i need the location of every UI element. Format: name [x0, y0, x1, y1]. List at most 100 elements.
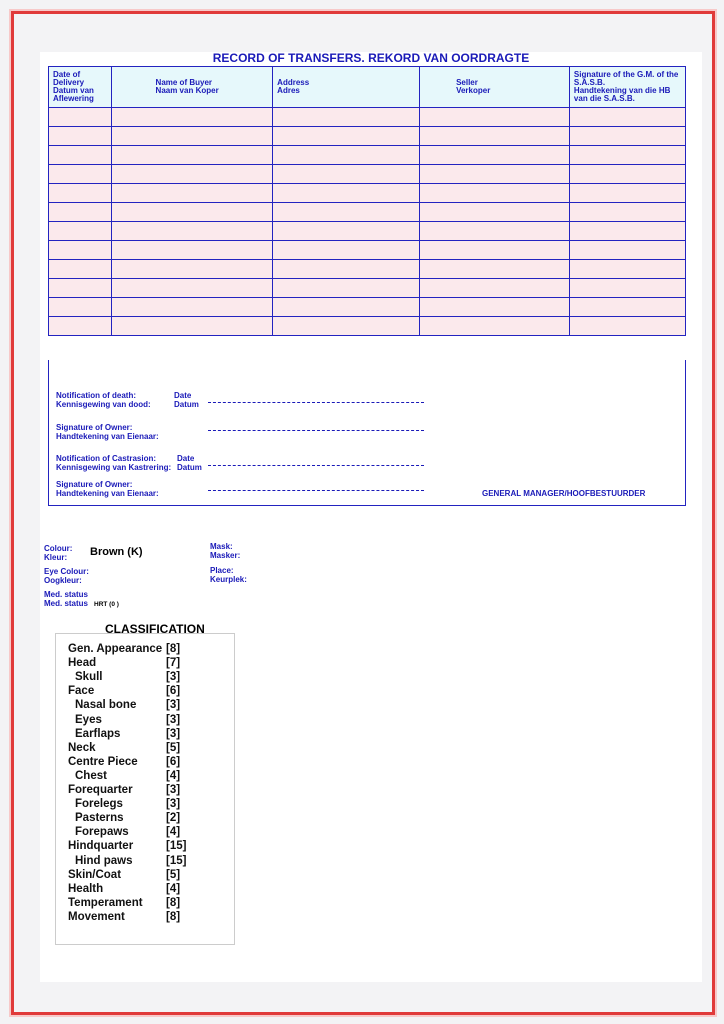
table-cell[interactable]: [48, 183, 112, 203]
table-cell[interactable]: [110, 316, 274, 336]
classification-score: [15]: [166, 840, 187, 853]
table-cell[interactable]: [419, 107, 570, 127]
table-cell[interactable]: [48, 297, 112, 317]
table-cell[interactable]: [568, 259, 687, 279]
classification-score: [5]: [166, 868, 181, 881]
table-cell[interactable]: [419, 183, 570, 203]
table-cell[interactable]: [272, 297, 421, 317]
table-cell[interactable]: [568, 221, 687, 241]
eye-colour-label: Eye Colour: Oogkleur:: [44, 567, 89, 585]
table-cell[interactable]: [272, 202, 421, 222]
owner-signature-field-1[interactable]: [208, 430, 424, 431]
table-cell[interactable]: [48, 107, 112, 127]
table-cell[interactable]: [48, 202, 112, 222]
table-cell[interactable]: [48, 164, 112, 184]
table-cell[interactable]: [110, 240, 274, 260]
table-cell[interactable]: [568, 240, 687, 260]
classification-score: [8]: [166, 643, 181, 655]
castration-date-field[interactable]: [208, 465, 424, 466]
table-cell[interactable]: [272, 145, 421, 165]
classification-score: [5]: [166, 741, 181, 754]
classification-score: [4]: [166, 826, 181, 839]
table-cell[interactable]: [419, 259, 570, 279]
classification-item: Face: [68, 685, 95, 698]
page-title: RECORD OF TRANSFERS. REKORD VAN OORDRAGT…: [212, 51, 530, 65]
classification-item: Forepaws: [75, 826, 129, 839]
classification-title: CLASSIFICATION: [105, 622, 205, 636]
table-cell[interactable]: [48, 145, 112, 165]
classification-score: [3]: [166, 798, 181, 811]
table-cell[interactable]: [568, 202, 687, 222]
table-row: [48, 183, 687, 203]
med-status-label: Med. status Med. status: [44, 590, 89, 608]
table-cell[interactable]: [48, 259, 112, 279]
table-cell[interactable]: [568, 126, 687, 146]
table-cell[interactable]: [419, 145, 570, 165]
table-cell[interactable]: [110, 202, 274, 222]
table-cell[interactable]: [419, 316, 570, 336]
table-cell[interactable]: [419, 240, 570, 260]
classification-score: [7]: [166, 657, 181, 670]
table-cell[interactable]: [110, 259, 274, 279]
table-cell[interactable]: [568, 316, 687, 336]
table-row: [48, 316, 687, 336]
table-cell[interactable]: [272, 240, 421, 260]
table-cell[interactable]: [419, 221, 570, 241]
table-cell[interactable]: [272, 107, 421, 127]
classification-score: [3]: [166, 671, 181, 684]
table-cell[interactable]: [272, 259, 421, 279]
table-cell[interactable]: [110, 183, 274, 203]
table-cell[interactable]: [419, 164, 570, 184]
table-cell[interactable]: [568, 145, 687, 165]
table-cell[interactable]: [48, 126, 112, 146]
castration-date-label: Date Datum: [177, 454, 202, 472]
table-cell[interactable]: [419, 126, 570, 146]
general-manager-label: GENERAL MANAGER/HOOFBESTUURDER: [482, 489, 646, 498]
table-cell[interactable]: [110, 107, 274, 127]
table-cell[interactable]: [48, 240, 112, 260]
table-cell[interactable]: [48, 278, 112, 298]
table-cell[interactable]: [568, 278, 687, 298]
table-cell[interactable]: [568, 297, 687, 317]
table-cell[interactable]: [272, 278, 421, 298]
classification-item: Temperament: [68, 896, 143, 909]
table-cell[interactable]: [272, 164, 421, 184]
owner-signature-field-2[interactable]: [208, 490, 424, 491]
transfers-table: Date of Delivery Datum van Aflewering Name…: [48, 66, 687, 336]
classification-item: Eyes: [75, 713, 102, 726]
table-cell[interactable]: [568, 107, 687, 127]
table-cell[interactable]: [48, 316, 112, 336]
table-cell[interactable]: [110, 297, 274, 317]
classification-item: Health: [68, 882, 104, 895]
classification-box: [55, 633, 235, 945]
classification-score: [8]: [166, 896, 181, 909]
table-row: [48, 145, 687, 165]
table-cell[interactable]: [272, 183, 421, 203]
table-cell[interactable]: [272, 126, 421, 146]
table-cell[interactable]: [568, 164, 687, 184]
table-cell[interactable]: [272, 221, 421, 241]
classification-item: Skull: [75, 671, 103, 684]
classification-score: [3]: [166, 784, 181, 796]
table-cell[interactable]: [272, 316, 421, 336]
table-cell[interactable]: [419, 202, 570, 222]
table-cell[interactable]: [419, 297, 570, 317]
classification-item: Hindquarter: [68, 840, 134, 853]
header-af: Naam van Koper: [155, 86, 219, 95]
table-cell[interactable]: [419, 278, 570, 298]
table-row: [48, 202, 687, 222]
table-cell[interactable]: [110, 221, 274, 241]
death-date-field[interactable]: [208, 402, 424, 403]
classification-score: [2]: [166, 812, 181, 825]
table-cell[interactable]: [110, 278, 274, 298]
table-cell[interactable]: [110, 145, 274, 165]
table-cell[interactable]: [568, 183, 687, 203]
classification-item: Hind paws: [75, 854, 133, 867]
place-label: Place: Keurplek:: [210, 566, 247, 584]
table-cell[interactable]: [110, 164, 274, 184]
table-cell[interactable]: [110, 126, 274, 146]
table-cell[interactable]: [48, 221, 112, 241]
table-row: [48, 107, 687, 127]
column-header: Date of Delivery Datum van Aflewering: [48, 66, 112, 108]
classification-item: Forelegs: [75, 798, 123, 811]
